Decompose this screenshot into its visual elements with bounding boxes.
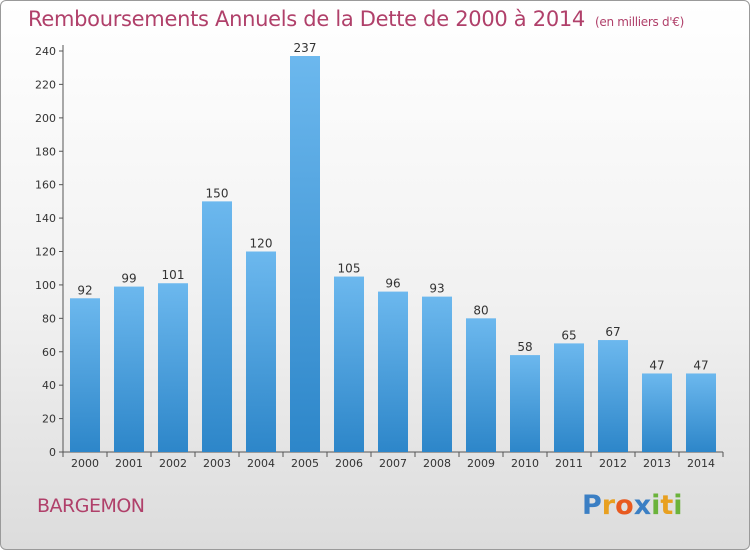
- bar-2012: [598, 340, 628, 452]
- bar-2013: [642, 373, 672, 452]
- bar-2001: [114, 286, 144, 452]
- value-label: 65: [561, 328, 576, 342]
- bar-2007: [378, 291, 408, 452]
- bar-2008: [422, 296, 452, 452]
- value-label: 58: [517, 340, 532, 354]
- proxiti-logo: Proxiti: [582, 490, 683, 521]
- value-label: 80: [473, 303, 488, 317]
- y-tick-label: 80: [42, 312, 56, 325]
- bars: [70, 56, 716, 452]
- bar-2004: [246, 251, 276, 452]
- y-tick-label: 40: [42, 379, 56, 392]
- value-label: 47: [693, 358, 708, 372]
- logo-letter: i: [651, 490, 661, 521]
- logo-letter: o: [615, 490, 634, 521]
- x-tick-label: 2007: [379, 457, 407, 470]
- x-tick-label: 2003: [203, 457, 231, 470]
- commune-name: BARGEMON: [37, 495, 145, 517]
- bar-2014: [686, 373, 716, 452]
- value-label: 120: [250, 237, 273, 251]
- x-tick-label: 2008: [423, 457, 451, 470]
- value-label: 96: [385, 277, 400, 291]
- y-tick-label: 20: [42, 413, 56, 426]
- bar-2006: [334, 276, 364, 452]
- y-tick-label: 180: [35, 145, 56, 158]
- value-label: 105: [338, 262, 361, 276]
- bar-2002: [158, 283, 188, 452]
- x-tick-label: 2009: [467, 457, 495, 470]
- bar-2009: [466, 318, 496, 452]
- value-label: 93: [429, 282, 444, 296]
- value-label: 101: [162, 268, 185, 282]
- y-tick-label: 0: [49, 446, 56, 459]
- value-label: 47: [649, 358, 664, 372]
- logo-letter: r: [601, 490, 616, 521]
- value-label: 150: [206, 186, 229, 200]
- x-tick-label: 2005: [291, 457, 319, 470]
- bar-2005: [290, 56, 320, 452]
- chart-unit: (en milliers d'€): [595, 15, 685, 29]
- logo-letter: x: [633, 490, 652, 521]
- value-labels: 92 99 101 150 120 237 105 96 93 80 58 65 67 47 47: [77, 41, 708, 372]
- x-tick-label: 2014: [687, 457, 715, 470]
- y-tick-label: 220: [35, 78, 56, 91]
- logo-letter: P: [582, 490, 602, 521]
- x-tick-label: 2006: [335, 457, 363, 470]
- logo-letter: t: [660, 490, 674, 521]
- x-tick-label: 2002: [159, 457, 187, 470]
- y-tick-label: 140: [35, 212, 56, 225]
- chart-title: Remboursements Annuels de la Dette de 20…: [28, 7, 684, 31]
- y-tick-label: 100: [35, 279, 56, 292]
- x-tick-label: 2001: [115, 457, 143, 470]
- logo-letter: i: [673, 490, 683, 521]
- bar-2011: [554, 343, 584, 452]
- y-tick-label: 160: [35, 179, 56, 192]
- x-tick-label: 2013: [643, 457, 671, 470]
- x-tick-label: 2011: [555, 457, 583, 470]
- value-label: 99: [121, 272, 136, 286]
- x-tick-label: 2010: [511, 457, 539, 470]
- y-tick-label: 120: [35, 246, 56, 259]
- bar-2003: [202, 201, 232, 452]
- axes: 0 20 40 60 80 100 120 140 160 180 200 220 240 2000 200…: [35, 45, 724, 470]
- value-label: 92: [77, 283, 92, 297]
- x-tick-label: 2012: [599, 457, 627, 470]
- y-tick-label: 200: [35, 112, 56, 125]
- x-tick-label: 2004: [247, 457, 275, 470]
- y-tick-label: 240: [35, 45, 56, 58]
- y-tick-label: 60: [42, 346, 56, 359]
- value-label: 237: [294, 41, 317, 55]
- bar-2000: [70, 298, 100, 452]
- chart-title-text: Remboursements Annuels de la Dette de 20…: [28, 7, 585, 31]
- value-label: 67: [605, 325, 620, 339]
- x-tick-label: 2000: [71, 457, 99, 470]
- bar-2010: [510, 355, 540, 452]
